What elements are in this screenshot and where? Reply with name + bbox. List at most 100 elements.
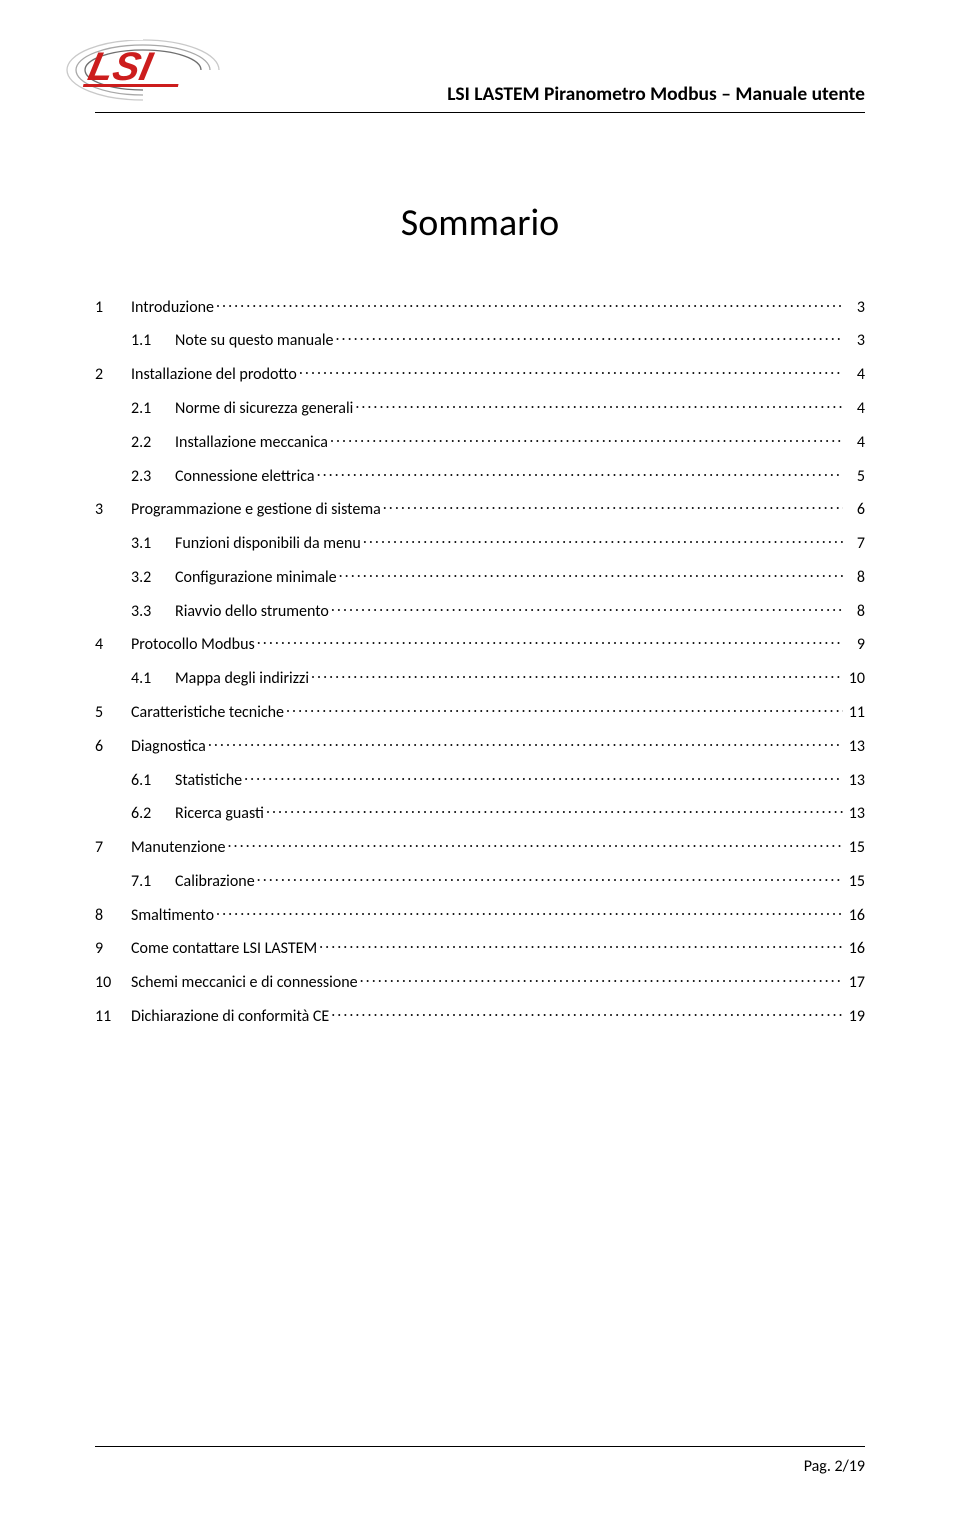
toc-entry-number: 9 (95, 939, 123, 958)
toc-entry-label: Introduzione (123, 298, 214, 317)
toc-entry-number: 3.2 (131, 568, 167, 587)
toc-entry[interactable]: 6.1Statistiche13 (95, 767, 865, 790)
toc-entry[interactable]: 7Manutenzione15 (95, 835, 865, 858)
toc-entry[interactable]: 9Come contattare LSI LASTEM16 (95, 936, 865, 959)
toc-entry-number: 6.1 (131, 771, 167, 790)
toc-leader-dots (216, 902, 843, 920)
toc-entry-label: Mappa degli indirizzi (167, 669, 309, 688)
toc-entry-label: Ricerca guasti (167, 804, 264, 823)
toc-entry[interactable]: 4Protocollo Modbus9 (95, 632, 865, 655)
toc-entry-label: Schemi meccanici e di connessione (123, 973, 358, 992)
toc-entry-page: 8 (845, 602, 865, 621)
toc-entry-page: 4 (845, 433, 865, 452)
toc-entry-label: Caratteristiche tecniche (123, 703, 284, 722)
toc-entry-page: 16 (845, 939, 865, 958)
toc-entry[interactable]: 10Schemi meccanici e di connessione 17 (95, 970, 865, 993)
toc-title: Sommario (95, 200, 865, 246)
toc-entry[interactable]: 8Smaltimento 16 (95, 902, 865, 925)
toc-entry-page: 19 (845, 1007, 865, 1026)
toc-entry-label: Connessione elettrica (167, 467, 315, 486)
toc-entry[interactable]: 6Diagnostica13 (95, 733, 865, 756)
page-number: Pag. 2/19 (95, 1457, 865, 1476)
toc-entry[interactable]: 3.2Configurazione minimale 8 (95, 564, 865, 587)
svg-text:LSI: LSI (84, 43, 157, 88)
toc-entry-page: 4 (845, 399, 865, 418)
toc-entry-number: 3 (95, 500, 123, 519)
toc-entry-number: 4.1 (131, 669, 167, 688)
toc-leader-dots (311, 666, 843, 684)
toc-leader-dots (299, 362, 843, 380)
toc-entry[interactable]: 3.3Riavvio dello strumento8 (95, 598, 865, 621)
toc-leader-dots (216, 294, 843, 312)
document-page: LSI LSI LASTEM Piranometro Modbus – Manu… (0, 0, 960, 1026)
toc-entry[interactable]: 3Programmazione e gestione di sistema 6 (95, 497, 865, 520)
toc-entry-page: 11 (845, 703, 865, 722)
toc-entry-page: 5 (845, 467, 865, 486)
toc-leader-dots (257, 868, 843, 886)
toc-leader-dots (355, 395, 843, 413)
toc-leader-dots (319, 936, 843, 954)
toc-entry-page: 6 (845, 500, 865, 519)
toc-entry-label: Funzioni disponibili da menu (167, 534, 361, 553)
toc-entry-label: Installazione meccanica (167, 433, 328, 452)
toc-entry-page: 10 (845, 669, 865, 688)
toc-entry[interactable]: 7.1Calibrazione15 (95, 868, 865, 891)
toc-leader-dots (383, 497, 843, 515)
toc-entry[interactable]: 1Introduzione3 (95, 294, 865, 317)
toc-entry[interactable]: 6.2Ricerca guasti 13 (95, 801, 865, 824)
toc-entry-number: 8 (95, 906, 123, 925)
toc-entry-number: 6.2 (131, 804, 167, 823)
toc-entry[interactable]: 4.1Mappa degli indirizzi 10 (95, 666, 865, 689)
toc-entry-label: Configurazione minimale (167, 568, 337, 587)
page-footer: Pag. 2/19 (95, 1446, 865, 1476)
toc-entry-page: 8 (845, 568, 865, 587)
footer-rule (95, 1446, 865, 1447)
toc-entry-label: Manutenzione (123, 838, 226, 857)
toc-entry[interactable]: 2Installazione del prodotto4 (95, 362, 865, 385)
toc-leader-dots (208, 733, 843, 751)
document-title-header: LSI LASTEM Piranometro Modbus – Manuale … (447, 82, 865, 106)
toc-entry[interactable]: 5Caratteristiche tecniche 11 (95, 699, 865, 722)
toc-entry-number: 11 (95, 1007, 123, 1026)
toc-entry-page: 13 (845, 804, 865, 823)
toc-leader-dots (360, 970, 843, 988)
toc-entry-label: Diagnostica (123, 737, 206, 756)
toc-entry-number: 7.1 (131, 872, 167, 891)
toc-entry-page: 17 (845, 973, 865, 992)
page-header: LSI LSI LASTEM Piranometro Modbus – Manu… (95, 40, 865, 128)
toc-entry-label: Programmazione e gestione di sistema (123, 500, 381, 519)
toc-entry-label: Note su questo manuale (167, 331, 333, 350)
toc-entry[interactable]: 1.1Note su questo manuale3 (95, 328, 865, 351)
toc-entry-number: 3.3 (131, 602, 167, 621)
toc-entry-label: Statistiche (167, 771, 242, 790)
toc-entry-number: 6 (95, 737, 123, 756)
toc-entry-page: 7 (845, 534, 865, 553)
toc-entry-label: Smaltimento (123, 906, 214, 925)
toc-entry-page: 16 (845, 906, 865, 925)
company-logo: LSI (65, 30, 230, 110)
toc-entry-label: Installazione del prodotto (123, 365, 297, 384)
toc-leader-dots (330, 429, 843, 447)
toc-entry-number: 10 (95, 973, 123, 992)
toc-leader-dots (257, 632, 843, 650)
toc-entry-number: 7 (95, 838, 123, 857)
toc-entry[interactable]: 2.3Connessione elettrica5 (95, 463, 865, 486)
toc-entry-number: 5 (95, 703, 123, 722)
toc-entry-label: Protocollo Modbus (123, 635, 255, 654)
toc-leader-dots (335, 328, 843, 346)
toc-entry[interactable]: 2.1Norme di sicurezza generali4 (95, 395, 865, 418)
toc-entry-number: 2.2 (131, 433, 167, 452)
toc-entry-number: 3.1 (131, 534, 167, 553)
toc-leader-dots (286, 699, 843, 717)
toc-entry-page: 3 (845, 331, 865, 350)
toc-entry-page: 9 (845, 635, 865, 654)
toc-leader-dots (266, 801, 843, 819)
toc-entry[interactable]: 11Dichiarazione di conformità CE 19 (95, 1003, 865, 1026)
toc-leader-dots (363, 530, 843, 548)
toc-entry[interactable]: 2.2Installazione meccanica 4 (95, 429, 865, 452)
toc-entry-page: 4 (845, 365, 865, 384)
toc-leader-dots (331, 598, 843, 616)
toc-entry[interactable]: 3.1Funzioni disponibili da menu 7 (95, 530, 865, 553)
toc-entry-label: Dichiarazione di conformità CE (123, 1007, 329, 1026)
toc-entry-label: Norme di sicurezza generali (167, 399, 353, 418)
